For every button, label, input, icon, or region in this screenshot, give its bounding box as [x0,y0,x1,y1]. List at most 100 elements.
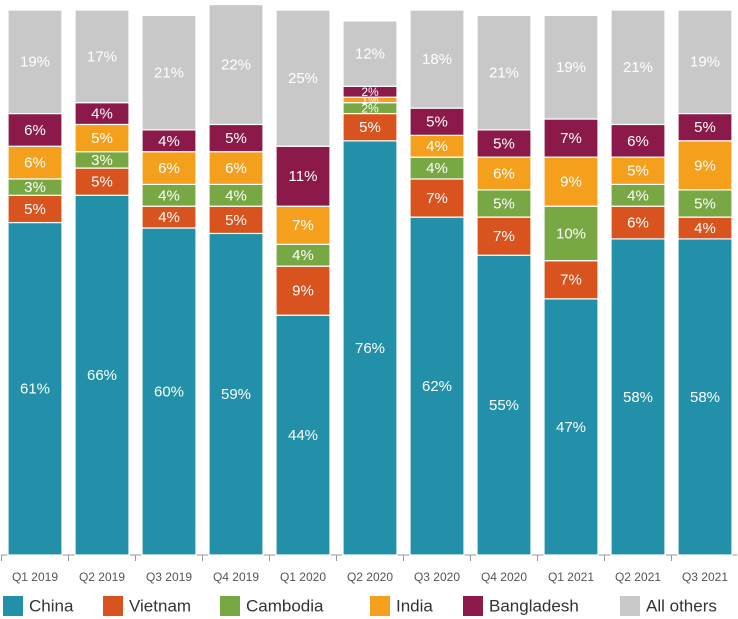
data-label: 4% [426,138,448,155]
data-label: 11% [289,168,318,185]
bar-segment [677,9,733,115]
bar-segment [7,145,63,180]
data-label: 4% [225,187,247,204]
data-label: 5% [91,130,113,147]
bar-segment [610,156,666,185]
bar-segment [543,298,599,556]
x-tick-label: Q1 2019 [12,570,58,584]
bar-segment [7,9,63,115]
legend-swatch [103,596,123,616]
bar-segment [275,314,331,556]
legend-label: China [29,596,74,615]
data-label: 59% [221,386,251,403]
data-label: 5% [359,119,381,136]
data-label: 19% [556,59,586,76]
data-label: 7% [292,217,314,234]
data-label: 58% [690,389,720,406]
data-label: 25% [288,70,318,87]
bar-segment [610,205,666,240]
x-tick-label: Q4 2019 [213,570,259,584]
bar-segment [409,9,465,109]
bar-segment [208,151,264,185]
data-label: 5% [225,130,247,147]
bar-segment [476,254,532,556]
x-tick-label: Q2 2021 [615,570,661,584]
bar-segment [275,205,331,245]
data-label: 21% [623,59,653,76]
data-label: 4% [627,187,649,204]
data-label: 9% [292,283,314,300]
data-label: 66% [87,367,117,384]
data-label: 2% [361,85,379,99]
bar-segment [74,194,130,556]
data-label: 47% [556,419,586,436]
data-label: 21% [489,65,519,82]
x-tick-label: Q3 2021 [682,570,728,584]
bar-segment [208,232,264,556]
data-label: 7% [560,272,582,289]
data-label: 7% [426,190,448,207]
bar-segment [342,20,398,87]
data-label: 2% [361,101,379,115]
data-label: 62% [422,378,452,395]
bar-segment [275,9,331,147]
data-label: 6% [24,155,46,172]
x-tick-label: Q4 2020 [481,570,527,584]
data-label: 21% [154,65,184,82]
bar-segment [476,129,532,158]
data-label: 4% [158,209,180,226]
bar-segment [141,227,197,556]
legend-swatch [220,596,240,616]
data-label: 4% [91,106,113,123]
data-label: 9% [694,157,716,174]
data-label: 55% [489,397,519,414]
data-label: 6% [225,160,247,177]
data-label: 12% [355,46,385,63]
x-tick-label: Q1 2020 [280,570,326,584]
bar-segment [543,260,599,300]
data-label: 76% [355,340,385,357]
data-label: 5% [91,174,113,191]
data-label: 5% [225,212,247,229]
bar-segment [409,107,465,136]
data-label: 7% [493,228,515,245]
data-label: 6% [158,160,180,177]
data-label: 17% [87,48,117,65]
bar-segment [7,112,63,147]
bar-segment [208,123,264,153]
legend-label: Vietnam [129,596,191,615]
data-label: 6% [493,165,515,182]
data-label: 10% [556,225,586,242]
bar-segment [7,221,63,556]
x-tick-label: Q1 2021 [548,570,594,584]
data-label: 3% [91,152,113,169]
data-label: 60% [154,383,184,400]
bar-segment [543,118,599,158]
bar-segment [543,205,599,262]
bar-segment [74,9,130,104]
data-label: 5% [24,201,46,218]
bar-segment [275,265,331,316]
data-label: 7% [560,130,582,147]
data-label: 19% [690,54,720,71]
bar-segment [342,112,398,142]
data-label: 3% [24,179,46,196]
x-tick-label: Q3 2019 [146,570,192,584]
data-label: 6% [627,133,649,150]
legend-swatch [370,596,390,616]
data-label: 9% [560,174,582,191]
data-label: 6% [24,122,46,139]
bar-segment [141,151,197,185]
legend-label: Cambodia [246,596,324,615]
data-label: 4% [158,187,180,204]
bar-segment [677,189,733,218]
data-label: 4% [426,160,448,177]
data-label: 5% [694,195,716,212]
bar-segment [543,156,599,207]
legend-swatch [463,596,483,616]
data-label: 4% [694,220,716,237]
data-label: 61% [20,381,50,398]
x-tick-label: Q3 2020 [414,570,460,584]
bar-segment [543,14,599,120]
